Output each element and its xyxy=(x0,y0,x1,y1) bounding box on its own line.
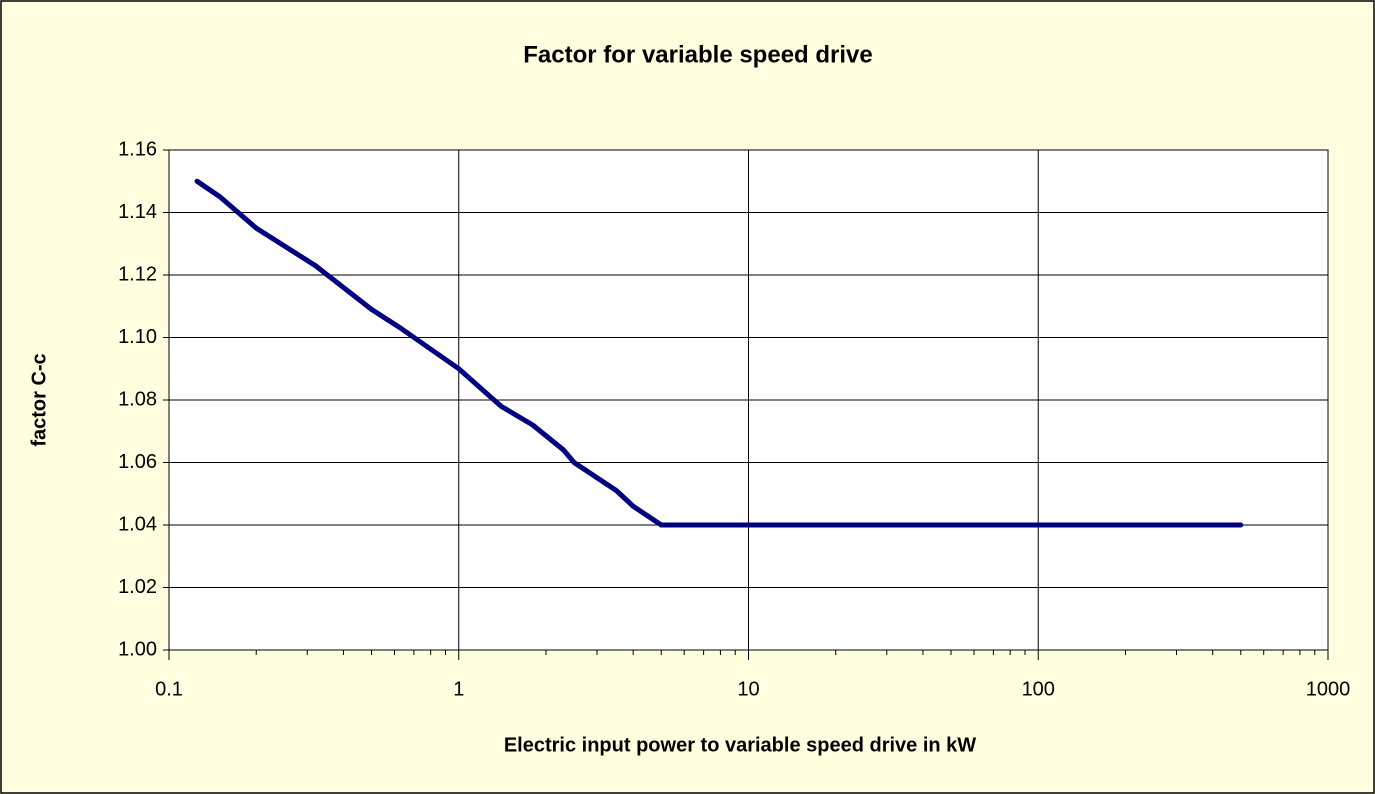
y-tick-label: 1.00 xyxy=(118,638,157,660)
x-axis-label: Electric input power to variable speed d… xyxy=(504,734,976,756)
x-tick-label: 1000 xyxy=(1306,678,1351,700)
y-tick-label: 1.10 xyxy=(118,326,157,348)
y-tick-label: 1.02 xyxy=(118,576,157,598)
x-tick-label: 100 xyxy=(1022,678,1055,700)
y-axis-label: factor C-c xyxy=(28,353,50,446)
y-tick-label: 1.14 xyxy=(118,201,157,223)
data-line xyxy=(194,178,1244,528)
y-tick-label: 1.12 xyxy=(118,263,157,285)
y-tick-label: 1.08 xyxy=(118,388,157,410)
y-tick-label: 1.06 xyxy=(118,451,157,473)
y-tick-label: 1.16 xyxy=(118,138,157,160)
chart-title: Factor for variable speed drive xyxy=(523,41,872,68)
x-tick-label: 1 xyxy=(453,678,464,700)
x-tick-label: 10 xyxy=(737,678,759,700)
plot-border xyxy=(168,149,1329,651)
x-tick-label: 0.1 xyxy=(155,678,183,700)
y-tick-label: 1.04 xyxy=(118,513,157,535)
